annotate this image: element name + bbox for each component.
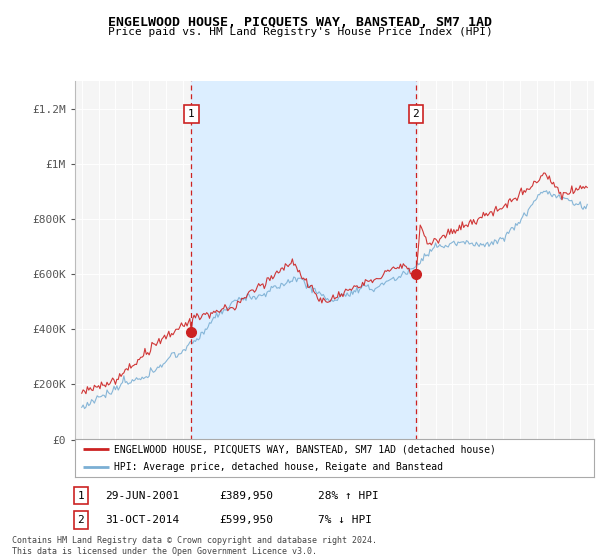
Text: 29-JUN-2001: 29-JUN-2001	[105, 491, 179, 501]
Text: Price paid vs. HM Land Registry's House Price Index (HPI): Price paid vs. HM Land Registry's House …	[107, 27, 493, 37]
Text: 2: 2	[77, 515, 85, 525]
Text: 31-OCT-2014: 31-OCT-2014	[105, 515, 179, 525]
Text: This data is licensed under the Open Government Licence v3.0.: This data is licensed under the Open Gov…	[12, 547, 317, 556]
Text: £599,950: £599,950	[219, 515, 273, 525]
Text: 28% ↑ HPI: 28% ↑ HPI	[318, 491, 379, 501]
Text: Contains HM Land Registry data © Crown copyright and database right 2024.: Contains HM Land Registry data © Crown c…	[12, 536, 377, 545]
Text: 2: 2	[413, 109, 419, 119]
Text: HPI: Average price, detached house, Reigate and Banstead: HPI: Average price, detached house, Reig…	[114, 462, 443, 472]
Text: 7% ↓ HPI: 7% ↓ HPI	[318, 515, 372, 525]
Bar	[191, 81, 416, 440]
Text: 1: 1	[77, 491, 85, 501]
Text: 1: 1	[188, 109, 194, 119]
Text: ENGELWOOD HOUSE, PICQUETS WAY, BANSTEAD, SM7 1AD (detached house): ENGELWOOD HOUSE, PICQUETS WAY, BANSTEAD,…	[114, 444, 496, 454]
Text: £389,950: £389,950	[219, 491, 273, 501]
Text: ENGELWOOD HOUSE, PICQUETS WAY, BANSTEAD, SM7 1AD: ENGELWOOD HOUSE, PICQUETS WAY, BANSTEAD,…	[108, 16, 492, 29]
